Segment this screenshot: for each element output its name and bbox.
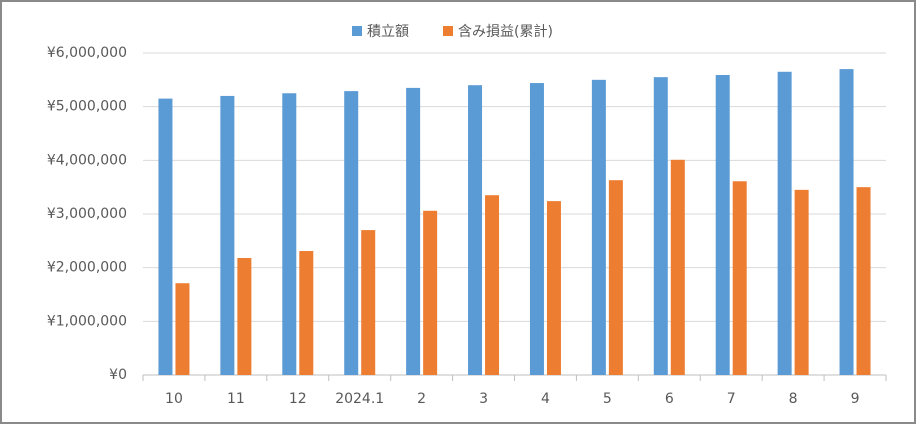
bar <box>732 181 747 375</box>
bar <box>468 85 483 375</box>
bar <box>529 83 544 375</box>
y-tick-label: ¥4,000,000 <box>47 152 127 168</box>
bar <box>237 258 252 375</box>
x-tick-label: 11 <box>227 391 245 407</box>
x-tick-label: 9 <box>851 391 860 407</box>
x-tick-label: 3 <box>479 391 488 407</box>
x-tick-label: 8 <box>789 391 798 407</box>
y-tick-label: ¥5,000,000 <box>47 99 127 115</box>
y-tick-label: ¥3,000,000 <box>47 206 127 222</box>
x-tick-label: 4 <box>541 391 550 407</box>
x-tick-label: 12 <box>289 391 307 407</box>
bar <box>794 189 809 375</box>
x-tick-label: 10 <box>165 391 183 407</box>
bar <box>546 201 561 375</box>
bar <box>777 71 792 376</box>
bar <box>591 79 606 375</box>
bar <box>361 230 376 375</box>
bar <box>485 195 500 375</box>
y-tick-label: ¥1,000,000 <box>47 313 127 329</box>
legend-label: 含み損益(累計) <box>458 24 553 40</box>
bar <box>299 251 314 375</box>
bar <box>715 75 730 376</box>
bar <box>839 69 854 375</box>
bar <box>653 77 668 376</box>
x-tick-label: 7 <box>727 391 736 407</box>
y-tick-label: ¥0 <box>109 367 127 383</box>
bar <box>856 187 871 375</box>
legend-swatch <box>352 26 362 36</box>
bar <box>423 210 438 375</box>
x-tick-label: 2 <box>417 391 426 407</box>
y-tick-label: ¥6,000,000 <box>47 45 127 61</box>
legend-label: 積立額 <box>367 24 409 40</box>
bar <box>406 87 421 375</box>
bar <box>608 180 623 375</box>
bar <box>670 159 685 375</box>
bar <box>344 91 359 375</box>
bar <box>158 98 173 375</box>
bar <box>220 95 235 375</box>
x-tick-label: 2024.1 <box>335 391 384 407</box>
y-tick-label: ¥2,000,000 <box>47 260 127 276</box>
x-tick-label: 5 <box>603 391 612 407</box>
bar <box>175 283 190 375</box>
bar <box>282 93 297 375</box>
x-tick-label: 6 <box>665 391 674 407</box>
legend-swatch <box>443 26 453 36</box>
